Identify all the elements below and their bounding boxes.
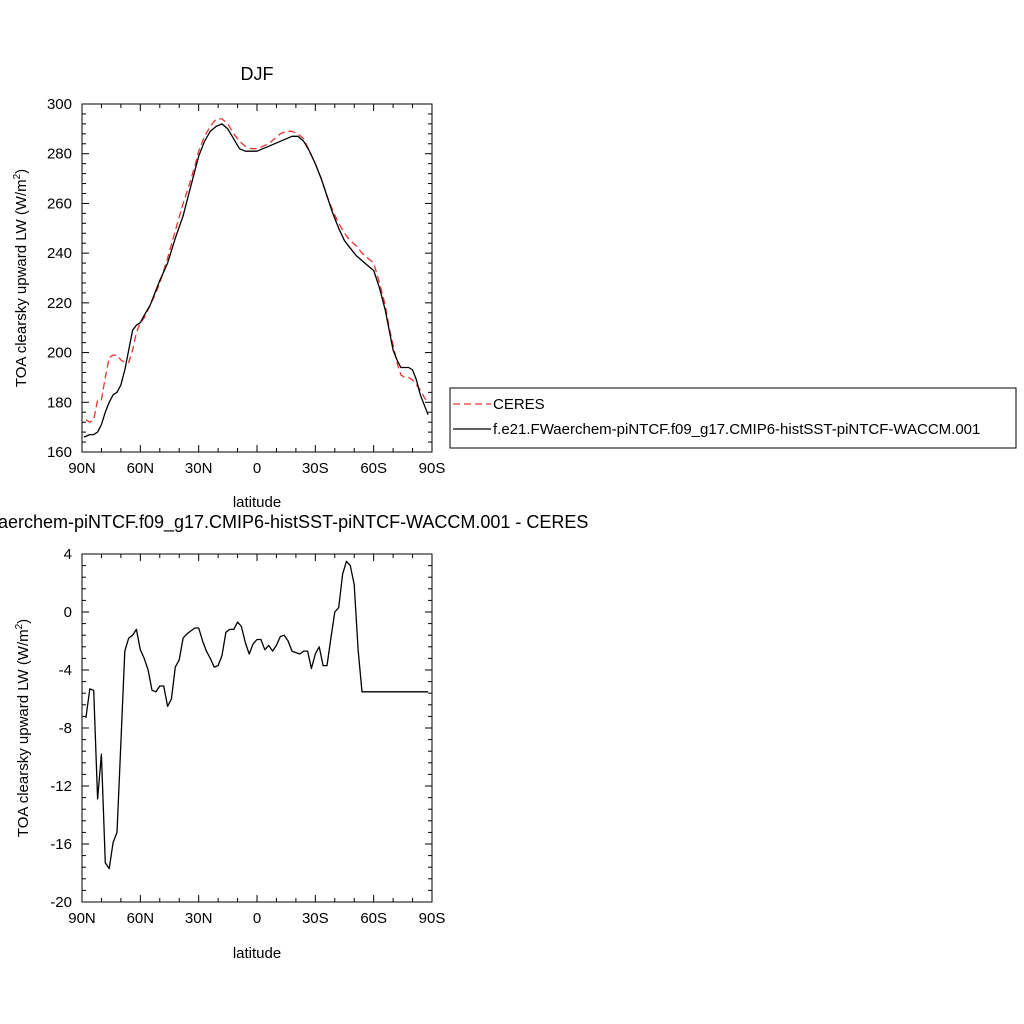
top-chart-y-axis-label-sup: 2 — [12, 173, 23, 179]
bottom-chart-title: f.e21.FWaerchem-piNTCF.f09_g17.CMIP6-his… — [0, 512, 588, 533]
top-chart-y-axis-label-main: TOA clearsky upward LW (W/m — [13, 179, 30, 387]
bottom-chart-x-tick-label: 60N — [127, 910, 155, 927]
top-chart-x-tick-label: 60S — [360, 460, 387, 477]
bottom-chart-y-tick-label: -4 — [59, 662, 72, 679]
top-chart: DJF 90N 60N 30N 0 30S 60S 90S 160 180 200 220 240 2… — [12, 64, 445, 511]
top-chart-y-tick-label: 240 — [47, 245, 72, 262]
bottom-chart-x-tick-label: 30S — [302, 910, 329, 927]
bottom-chart-x-tick-label: 90S — [419, 910, 446, 927]
bottom-chart-y-tick-labels: -20 -16 -12 -8 -4 0 4 — [50, 546, 72, 911]
legend-box — [449, 387, 1017, 449]
top-chart-y-tick-label: 200 — [47, 345, 72, 362]
top-chart-y-tick-label: 160 — [47, 444, 72, 461]
bottom-chart-y-axis-label-close: ) — [15, 619, 32, 624]
legend-label-ceres: CERES — [493, 396, 545, 413]
top-chart-plot-frame — [81, 103, 433, 453]
bottom-chart-y-tick-label: 4 — [64, 546, 72, 563]
legend: CERES f.e21.FWaerchem-piNTCF.f09_g17.CMI… — [449, 387, 1017, 449]
bottom-chart-y-tick-label: -12 — [50, 778, 72, 795]
top-chart-x-tick-label: 90N — [68, 460, 96, 477]
bottom-chart-y-tick-label: -16 — [50, 836, 72, 853]
top-chart-x-tick-label: 90S — [419, 460, 446, 477]
top-chart-x-tick-label: 30S — [302, 460, 329, 477]
top-chart-y-tick-labels: 160 180 200 220 240 260 280 300 — [47, 96, 72, 461]
bottom-chart-x-tick-label: 0 — [253, 910, 261, 927]
bottom-chart-series-layer — [85, 560, 429, 870]
top-chart-y-tick-label: 220 — [47, 295, 72, 312]
legend-label-model: f.e21.FWaerchem-piNTCF.f09_g17.CMIP6-his… — [493, 421, 980, 438]
bottom-chart-x-tick-label: 30N — [185, 910, 213, 927]
bottom-chart-y-tick-label: 0 — [64, 604, 72, 621]
top-chart-x-tick-labels: 90N 60N 30N 0 30S 60S 90S — [68, 460, 445, 477]
bottom-chart-x-axis-label: latitude — [233, 945, 281, 962]
bottom-chart-plot-frame — [81, 553, 433, 903]
bottom-chart-series-line-difference — [85, 560, 429, 870]
bottom-chart-x-tick-labels: 90N 60N 30N 0 30S 60S 90S — [68, 910, 445, 927]
bottom-chart: f.e21.FWaerchem-piNTCF.f09_g17.CMIP6-his… — [0, 512, 588, 962]
top-chart-y-axis-label-close: ) — [13, 169, 30, 174]
top-chart-x-tick-label: 30N — [185, 460, 213, 477]
top-chart-series-line-ceres — [85, 118, 429, 423]
bottom-chart-ticks — [81, 553, 433, 903]
top-chart-title: DJF — [241, 64, 274, 84]
top-chart-x-tick-label: 60N — [127, 460, 155, 477]
top-chart-ticks — [81, 103, 433, 453]
bottom-chart-y-axis-label-main: TOA clearsky upward LW (W/m — [15, 629, 32, 837]
bottom-chart-y-tick-label: -8 — [59, 720, 72, 737]
top-chart-series-layer — [83, 118, 429, 438]
top-chart-y-tick-label: 260 — [47, 195, 72, 212]
top-chart-series-line-model — [83, 123, 429, 438]
top-chart-y-tick-label: 180 — [47, 394, 72, 411]
top-chart-x-axis-label: latitude — [233, 494, 281, 511]
bottom-chart-y-tick-label: -20 — [50, 894, 72, 911]
top-chart-x-tick-label: 0 — [253, 460, 261, 477]
bottom-chart-x-tick-label: 90N — [68, 910, 96, 927]
top-chart-y-tick-label: 280 — [47, 146, 72, 163]
bottom-chart-y-axis-label: TOA clearsky upward LW (W/m2) — [14, 619, 32, 837]
bottom-chart-y-axis-label-sup: 2 — [14, 623, 25, 629]
top-chart-y-axis-label: TOA clearsky upward LW (W/m2) — [12, 169, 30, 387]
top-chart-y-tick-label: 300 — [47, 96, 72, 113]
bottom-chart-x-tick-label: 60S — [360, 910, 387, 927]
